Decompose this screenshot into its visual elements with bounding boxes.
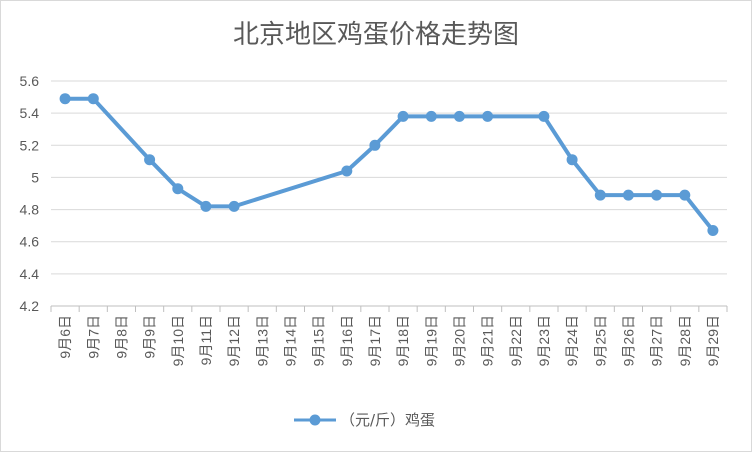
x-tick-label: 9月13日 <box>254 315 270 366</box>
y-axis-ticks: 5.6 5.4 5.2 5 4.8 4.6 4.4 4.2 <box>20 73 40 314</box>
data-point <box>622 189 634 201</box>
x-tick-label: 9月19日 <box>423 315 439 366</box>
x-tick-label: 9月18日 <box>395 315 411 366</box>
data-point <box>482 110 494 122</box>
x-tick-label: 9月10日 <box>170 315 186 366</box>
chart-title: 北京地区鸡蛋价格走势图 <box>233 20 519 50</box>
x-tick-label: 9月15日 <box>311 315 327 366</box>
legend: （元/斤）鸡蛋 <box>294 411 435 429</box>
x-tick-label: 9月8日 <box>113 315 129 359</box>
x-tick-label: 9月21日 <box>480 315 496 366</box>
x-tick-label: 9月20日 <box>451 315 467 366</box>
x-tick-label: 9月22日 <box>508 315 524 366</box>
data-point <box>425 110 437 122</box>
x-tick-label: 9月9日 <box>142 315 158 359</box>
x-tick-label: 9月24日 <box>564 315 580 366</box>
data-point <box>341 165 353 177</box>
x-tick-label: 9月23日 <box>536 315 552 366</box>
data-point <box>707 225 719 236</box>
data-point <box>369 139 381 151</box>
data-point <box>453 110 465 122</box>
data-point <box>228 200 240 212</box>
data-point <box>200 200 212 212</box>
y-tick-label: 4.2 <box>20 298 40 314</box>
y-tick-label: 5.4 <box>20 105 40 121</box>
data-point <box>397 110 409 122</box>
y-tick-label: 5 <box>31 169 39 185</box>
x-tick-label: 9月28日 <box>677 315 693 366</box>
legend-marker <box>309 414 321 426</box>
x-tick-label: 9月14日 <box>282 315 298 366</box>
x-tick-label: 9月17日 <box>367 315 383 366</box>
data-point <box>172 183 184 195</box>
x-tick-label: 9月29日 <box>705 315 721 366</box>
data-point <box>679 189 691 201</box>
data-point <box>566 154 578 166</box>
series-group <box>59 93 719 236</box>
data-point <box>87 93 99 105</box>
data-point <box>651 189 663 201</box>
x-tick-label: 9月26日 <box>620 315 636 366</box>
legend-label: （元/斤）鸡蛋 <box>340 411 435 429</box>
x-tick-label: 9月25日 <box>592 315 608 366</box>
x-tick-label: 9月16日 <box>339 315 355 366</box>
y-tick-label: 5.6 <box>20 73 40 89</box>
x-tick-label: 9月12日 <box>226 315 242 366</box>
data-point <box>144 154 156 166</box>
x-tick-label: 9月11日 <box>198 315 214 365</box>
y-tick-label: 4.8 <box>20 202 40 218</box>
series-line <box>63 96 715 233</box>
y-tick-label: 4.6 <box>20 234 40 250</box>
x-tick-label: 9月27日 <box>649 315 665 366</box>
y-tick-label: 4.4 <box>20 266 40 282</box>
x-axis: 9月6日 9月7日 9月8日 9月9日 9月10日 9月11日 9月12日 9月13日 9月14… <box>50 305 728 366</box>
data-point <box>538 110 550 122</box>
y-tick-label: 5.2 <box>20 137 40 153</box>
x-tick-label: 9月6日 <box>57 315 73 359</box>
data-point <box>594 189 606 201</box>
grid-lines <box>51 80 727 275</box>
data-point <box>59 93 71 105</box>
x-tick-label: 9月7日 <box>85 315 101 359</box>
